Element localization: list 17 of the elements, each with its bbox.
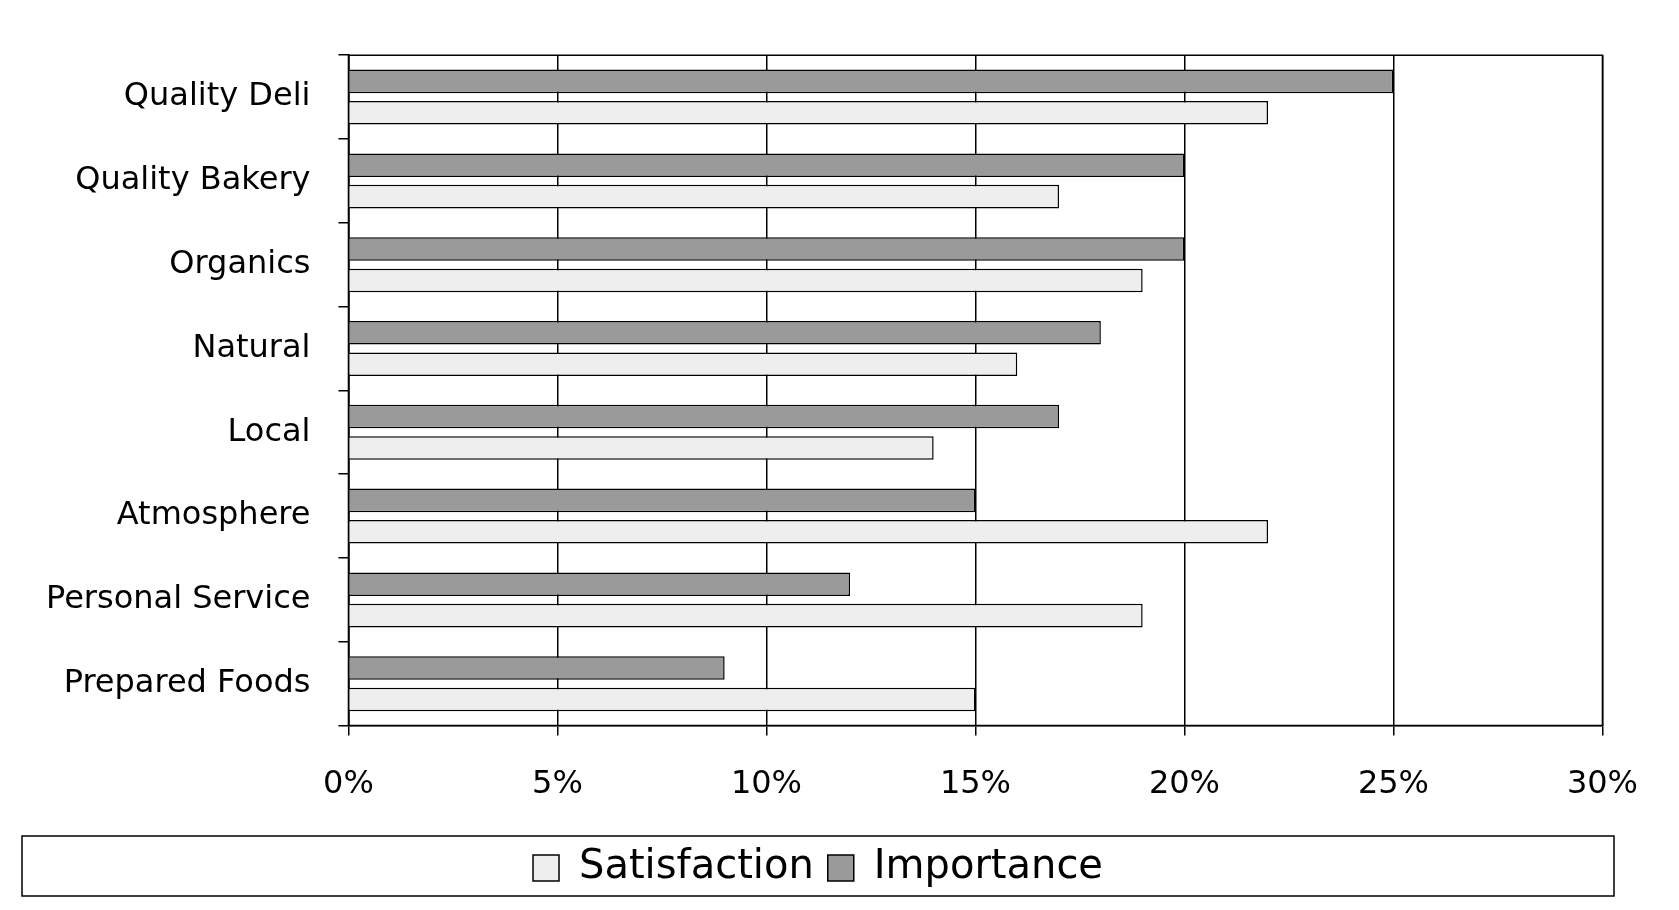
legend-label: Satisfaction (579, 841, 814, 888)
x-tick-label: 30% (1566, 763, 1638, 802)
x-tick-label: 15% (939, 763, 1012, 802)
x-tick-label: 20% (1148, 763, 1221, 802)
y-tick-label: Natural (192, 326, 311, 365)
y-tick-label: Personal Service (46, 578, 311, 617)
x-tick-label: 0% (323, 763, 374, 802)
y-tick-label: Quality Bakery (75, 159, 311, 198)
y-tick-label: Prepared Foods (63, 662, 311, 701)
x-tick-label: 25% (1357, 763, 1430, 802)
y-tick-label: Organics (169, 243, 311, 282)
y-tick-label: Atmosphere (116, 494, 311, 533)
y-tick-label: Quality Deli (123, 75, 311, 114)
x-tick-label: 10% (730, 763, 803, 802)
y-tick-label: Local (227, 410, 311, 449)
legend-label: Importance (873, 841, 1103, 888)
x-tick-label: 5% (532, 763, 583, 802)
